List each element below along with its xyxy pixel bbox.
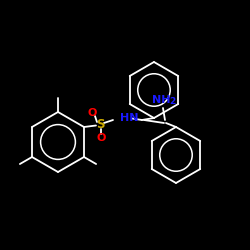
Text: S: S bbox=[96, 118, 104, 132]
Text: O: O bbox=[96, 133, 106, 143]
Text: HN: HN bbox=[120, 113, 139, 123]
Text: O: O bbox=[87, 108, 97, 118]
Text: NH: NH bbox=[152, 95, 170, 105]
Text: 2: 2 bbox=[169, 98, 175, 106]
